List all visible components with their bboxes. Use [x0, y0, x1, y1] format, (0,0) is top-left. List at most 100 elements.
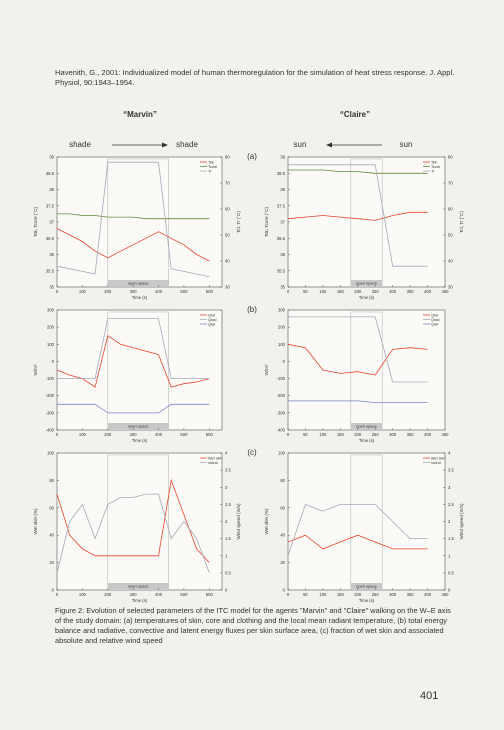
x-tick-label: 200: [104, 289, 112, 294]
open-space-label: open space: [356, 281, 377, 286]
y-tick-label: -400: [46, 428, 55, 433]
y-tick-label: 38.5: [46, 171, 55, 176]
series-line: [57, 403, 210, 414]
y2-axis-label: Wind speed (m/s): [459, 503, 464, 539]
y2-tick-label: 40: [225, 259, 230, 264]
x-tick-label: 450: [442, 289, 450, 294]
y2-tick-label: 0.5: [448, 570, 454, 575]
x-tick-label: 300: [130, 592, 138, 597]
x-tick-label: 100: [319, 289, 327, 294]
x-tick-label: 400: [155, 289, 163, 294]
series-line: [288, 400, 428, 403]
open-space-label: open space: [128, 584, 149, 589]
legend-label: Tr: [431, 169, 435, 173]
y-tick-label: 0: [52, 359, 55, 364]
open-space-bar: [350, 583, 383, 589]
open-space-label: open space: [356, 584, 377, 589]
x-tick-label: 150: [337, 432, 345, 437]
y-tick-label: -100: [46, 376, 55, 381]
open-space-bar: [107, 280, 169, 286]
y-tick-label: 300: [47, 308, 55, 313]
citation: Havenith, G., 2001: Individualized model…: [55, 68, 455, 87]
y2-tick-label: 2.5: [448, 502, 454, 507]
legend-label: Tcore: [431, 165, 440, 169]
legend-label: Qtot: [431, 313, 439, 317]
x-tick-label: 100: [79, 432, 87, 437]
series-line: [288, 164, 428, 267]
x-tick-label: 450: [442, 592, 450, 597]
y-tick-label: 80: [49, 478, 54, 483]
series-line: [287, 343, 428, 376]
arrow-head: [326, 142, 332, 148]
y-tick-label: 0: [283, 359, 286, 364]
y-tick-label: -200: [46, 393, 55, 398]
y-tick-label: 80: [280, 478, 285, 483]
series-line: [56, 493, 210, 574]
agent-label: “Claire”: [340, 110, 370, 119]
y-tick-label: 100: [47, 451, 55, 456]
y2-tick-label: 70: [448, 181, 453, 186]
panel-label: (b): [247, 305, 257, 314]
x-tick-label: 200: [104, 592, 112, 597]
y-axis-label: Tsk, Tcore (°C): [33, 206, 38, 237]
y-tick-label: 39: [49, 155, 54, 160]
y-tick-label: 100: [278, 342, 286, 347]
x-tick-label: 200: [354, 289, 362, 294]
y-tick-label: 20: [280, 560, 285, 565]
y-tick-label: 35: [280, 285, 285, 290]
legend-label: Qtot: [208, 313, 216, 317]
y2-tick-label: 0: [225, 588, 228, 593]
x-tick-label: 350: [407, 592, 415, 597]
y2-tick-label: 4: [448, 451, 451, 456]
open-space-bar: [350, 423, 383, 429]
y-tick-label: 300: [278, 308, 286, 313]
x-tick-label: 400: [155, 432, 163, 437]
legend-label: Qrad: [431, 318, 439, 322]
x-axis-label: Time (s): [359, 438, 375, 443]
y2-tick-label: 50: [225, 233, 230, 238]
legend-label: vwind: [208, 461, 218, 465]
x-tick-label: 500: [180, 289, 188, 294]
x-tick-label: 350: [407, 432, 415, 437]
x-tick-label: 250: [372, 289, 380, 294]
legend-label: Tsk: [208, 160, 214, 164]
y2-tick-label: 30: [225, 285, 230, 290]
x-tick-label: 0: [56, 592, 59, 597]
y2-axis-label: Wind speed (m/s): [236, 503, 241, 539]
y2-axis-label: Tcl, Tr (°C): [459, 211, 464, 233]
plot-frame: [56, 156, 223, 288]
legend-label: Tr: [208, 169, 212, 173]
plot-frame: [287, 309, 446, 431]
y-tick-label: -300: [277, 410, 286, 415]
x-tick-label: 400: [155, 592, 163, 597]
y2-tick-label: 60: [225, 207, 230, 212]
y2-tick-label: 50: [448, 233, 453, 238]
y-axis-label: Tsk, Tcore (°C): [264, 206, 269, 237]
open-space-bar: [107, 583, 169, 589]
open-space-bar: [350, 280, 383, 286]
location-label: shade: [69, 140, 91, 149]
x-tick-label: 300: [389, 289, 397, 294]
y2-tick-label: 3.5: [225, 468, 231, 473]
y-tick-label: 38: [280, 187, 285, 192]
x-tick-label: 600: [206, 432, 214, 437]
plot-frame: [56, 452, 223, 591]
x-tick-label: 500: [180, 592, 188, 597]
x-axis-label: Time (s): [132, 295, 148, 300]
y-tick-label: 36: [49, 252, 54, 257]
y-tick-label: 38.5: [277, 171, 286, 176]
x-tick-label: 200: [104, 432, 112, 437]
location-label: sun: [400, 140, 413, 149]
x-tick-label: 400: [424, 289, 432, 294]
y-tick-label: 37: [280, 220, 285, 225]
series-line: [287, 534, 428, 550]
x-axis-label: Time (s): [132, 598, 148, 603]
x-tick-label: 50: [303, 432, 308, 437]
y2-tick-label: 80: [225, 155, 230, 160]
x-tick-label: 300: [389, 432, 397, 437]
x-tick-label: 0: [287, 432, 290, 437]
y-tick-label: -100: [277, 376, 286, 381]
open-space-label: open space: [128, 424, 149, 429]
x-axis-label: Time (s): [359, 598, 375, 603]
